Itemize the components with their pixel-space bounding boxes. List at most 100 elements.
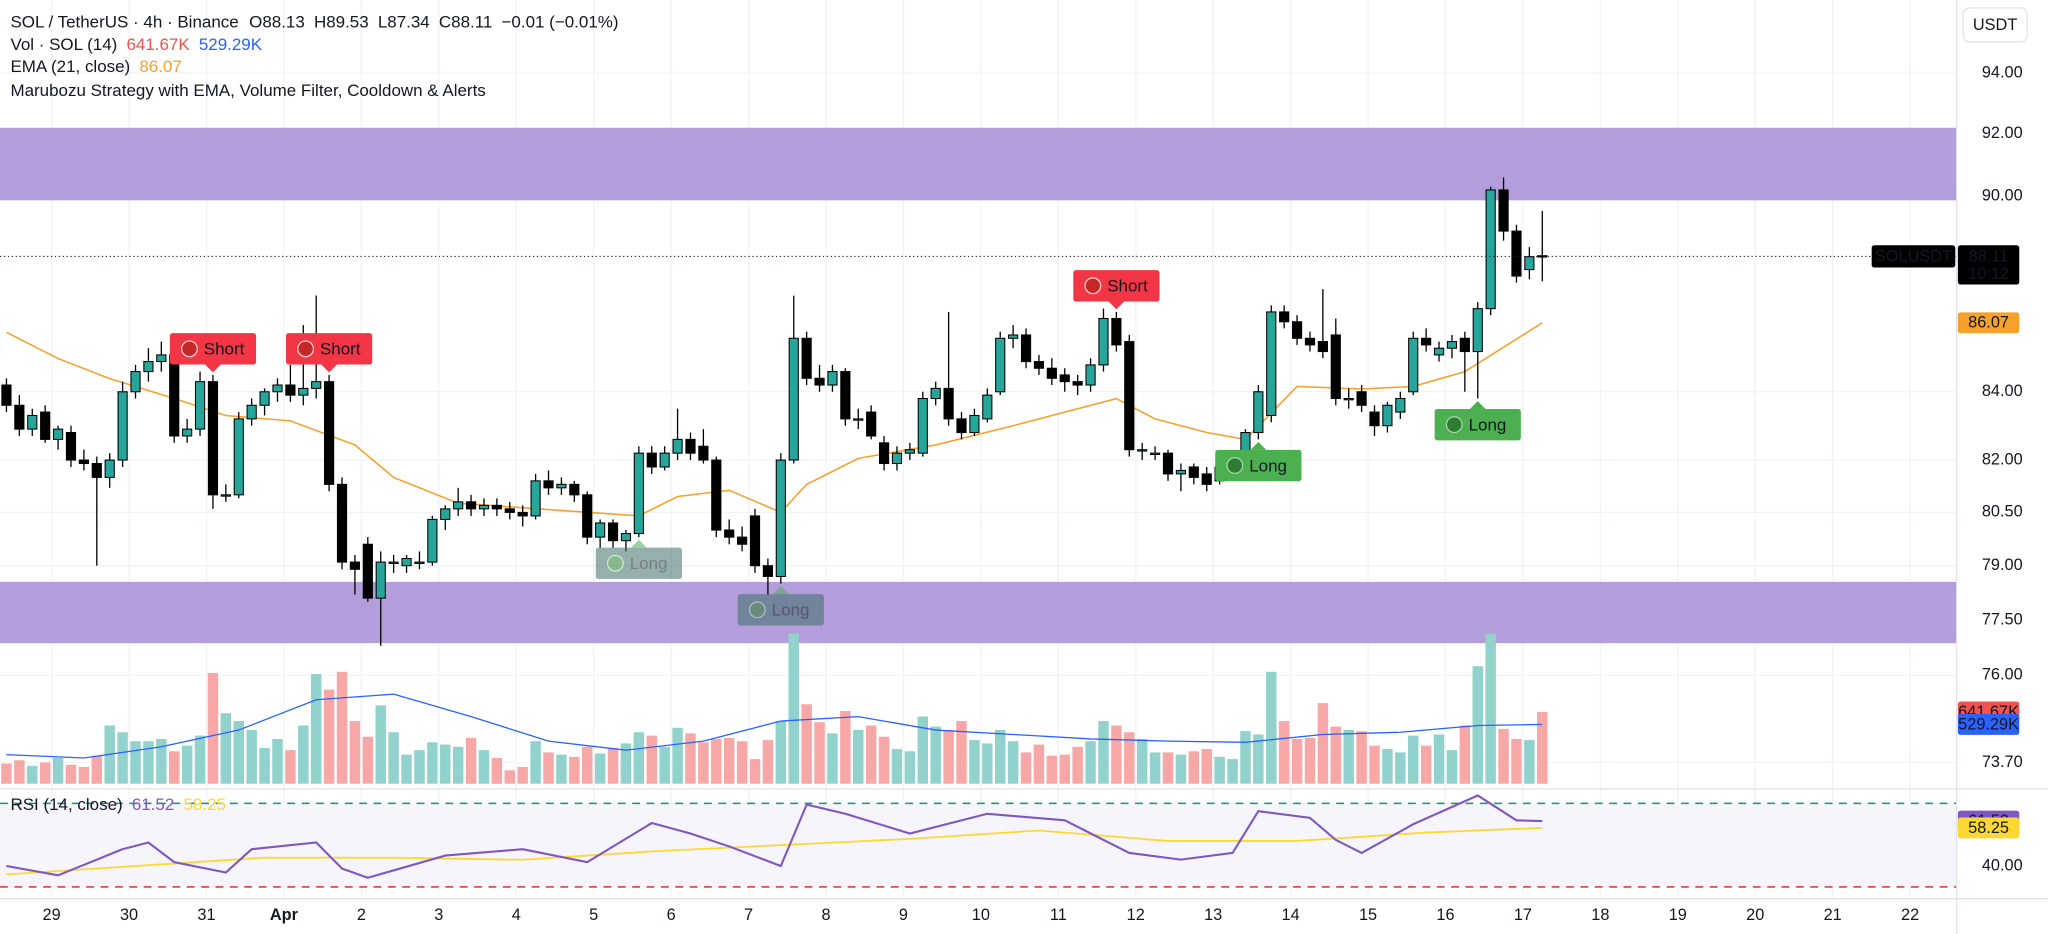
candle-body — [930, 387, 941, 400]
candle-body — [646, 452, 657, 468]
volume-bar — [917, 716, 929, 784]
volume-bar — [736, 741, 748, 784]
ema-value: 86.07 — [139, 57, 181, 76]
volume-bar — [1240, 731, 1251, 784]
volume-bar — [1537, 711, 1548, 784]
volume-bar — [220, 713, 232, 784]
x-tick-label: 15 — [1359, 906, 1377, 924]
volume-bar — [323, 689, 335, 784]
candle-body — [465, 501, 477, 510]
signal-text: Long — [772, 601, 810, 620]
volume-bar — [156, 738, 167, 784]
rsi-value: 61.52 — [132, 795, 174, 814]
candle-body — [633, 452, 644, 535]
rsi-line — [6, 794, 1543, 879]
x-tick-label: 7 — [744, 906, 753, 924]
volume-bar — [814, 722, 825, 784]
volume-bar — [27, 765, 38, 784]
x-tick-label: 14 — [1282, 906, 1300, 924]
volume-bar — [130, 741, 141, 784]
volume-bar — [1098, 721, 1109, 784]
y-tick-label: 77.50 — [1982, 610, 2023, 628]
volume-bar — [310, 674, 322, 784]
price-badge: 88.11 — [1969, 247, 2009, 265]
candle-body — [866, 411, 877, 437]
volume-bar — [117, 732, 128, 784]
candle-body — [1317, 341, 1328, 353]
volume-bar — [233, 721, 244, 784]
candle-body — [685, 438, 696, 454]
signal-label: Long — [1434, 401, 1521, 441]
y-tick-label: 80.50 — [1982, 503, 2023, 521]
volume-bar — [504, 770, 516, 784]
volume-title: Vol · SOL (14) — [10, 35, 117, 54]
candle-body — [1498, 189, 1509, 232]
currency-button-bg[interactable] — [1962, 7, 2028, 43]
candle-body — [478, 504, 490, 510]
volume-ma-line — [6, 693, 1543, 759]
candle-body — [52, 428, 64, 440]
candle-body — [440, 508, 451, 520]
volume-ma-badge-bg — [1957, 714, 2020, 735]
candle-body — [1046, 367, 1057, 379]
volume-bar — [569, 756, 580, 784]
candle-body — [840, 371, 851, 420]
volume-bar — [904, 751, 916, 784]
candle-body — [285, 384, 296, 396]
x-tick-label: 29 — [43, 906, 61, 924]
strategy-title: Marubozu Strategy with EMA, Volume Filte… — [10, 81, 485, 100]
volume-bar — [1511, 738, 1522, 784]
volume-bar — [478, 750, 490, 784]
volume-bar — [14, 760, 25, 784]
volume-bar — [1317, 703, 1329, 784]
candle-body — [1459, 337, 1470, 353]
currency-button[interactable]: USDT — [1973, 16, 2017, 34]
candle-body — [453, 501, 464, 510]
candle-body — [194, 381, 206, 430]
candle-body — [1279, 311, 1290, 323]
volume-bar — [801, 704, 812, 784]
signal-label: Short — [1073, 270, 1160, 310]
volume-bar — [491, 757, 503, 784]
signal-dot — [1226, 457, 1244, 475]
candle-body — [995, 337, 1006, 393]
volume-ma-badge: 529.29K — [1958, 715, 2019, 733]
candle-body — [672, 438, 683, 454]
legend-line: SOL / TetherUS · 4h · Binance O88.13 H89.5… — [10, 13, 618, 32]
rsi-tick-label: 40.00 — [1982, 856, 2023, 874]
volume-bar — [775, 721, 787, 784]
volume-bar — [207, 672, 219, 784]
volume-bar — [1007, 741, 1019, 784]
x-tick-label: 11 — [1050, 906, 1067, 924]
volume-bar — [65, 764, 77, 784]
volume-bar — [685, 733, 696, 784]
ticker-badge: SOLUSDT — [1875, 247, 1952, 265]
candle-body — [14, 404, 25, 430]
volume-bar — [633, 732, 645, 784]
volume-bar — [1356, 731, 1367, 784]
candle-body — [1111, 317, 1122, 346]
candle-body — [1369, 411, 1380, 427]
volume-bar — [349, 721, 361, 784]
volume-bar — [194, 735, 206, 784]
volume-bar — [1149, 752, 1161, 784]
volume-bar — [659, 746, 670, 784]
candle-body — [156, 354, 167, 363]
candle-body — [982, 394, 993, 420]
volume-bar — [853, 729, 864, 784]
signal-text: Long — [630, 554, 668, 573]
signal-dot — [606, 554, 624, 572]
y-tick-label: 82.00 — [1982, 450, 2023, 468]
candle-body — [1433, 347, 1445, 356]
candle-body — [1356, 391, 1367, 406]
candle-body — [259, 391, 270, 406]
volume-bar — [556, 754, 567, 784]
volume-bar — [840, 710, 851, 784]
volume-bar — [1304, 737, 1316, 784]
signal-arrow — [631, 539, 647, 548]
rsi-ma-badge-bg — [1957, 817, 2020, 839]
volume-bar — [259, 747, 270, 784]
candle-body — [401, 558, 412, 567]
volume-bar — [878, 736, 890, 784]
candle-body — [182, 428, 193, 437]
